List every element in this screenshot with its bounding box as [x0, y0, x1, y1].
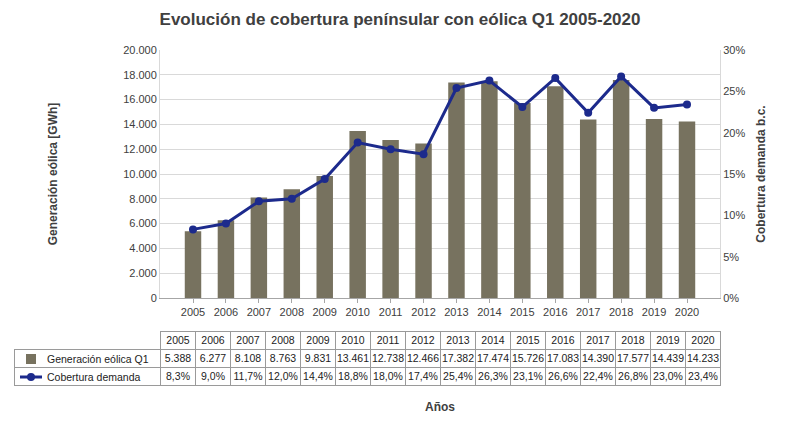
html-text:2016: 2016 — [551, 334, 575, 346]
html-text:8.108: 8.108 — [234, 352, 262, 364]
html-text:2018: 2018 — [621, 334, 645, 346]
svg-text:2014: 2014 — [477, 306, 501, 318]
svg-text:18.000: 18.000 — [123, 69, 157, 81]
html-text:2005: 2005 — [166, 334, 190, 346]
html-text:Años: Años — [425, 400, 455, 414]
svg-text:2019: 2019 — [642, 306, 666, 318]
html-text:6.277: 6.277 — [199, 352, 227, 364]
html-text:9,0%: 9,0% — [201, 370, 225, 382]
svg-text:2013: 2013 — [444, 306, 468, 318]
svg-text:6.000: 6.000 — [129, 217, 157, 229]
svg-text:Evolución de cobertura penínsu: Evolución de cobertura penínsular con eó… — [160, 10, 641, 29]
html-text:22,4%: 22,4% — [583, 370, 613, 382]
html-text:Generación eólica Q1: Generación eólica Q1 — [47, 353, 149, 366]
svg-text:4.000: 4.000 — [129, 242, 157, 254]
svg-text:10%: 10% — [723, 209, 745, 221]
svg-text:Cobertura demanda b.c.: Cobertura demanda b.c. — [754, 105, 768, 242]
svg-text:2018: 2018 — [609, 306, 633, 318]
html-text:23,4%: 23,4% — [688, 370, 718, 382]
html-text:17,4%: 17,4% — [408, 370, 438, 382]
svg-text:0: 0 — [151, 292, 157, 304]
svg-text:2017: 2017 — [576, 306, 600, 318]
svg-text:5%: 5% — [723, 251, 739, 263]
svg-text:2012: 2012 — [411, 306, 435, 318]
svg-text:2.000: 2.000 — [129, 267, 157, 279]
html-text:2014: 2014 — [481, 334, 505, 346]
html-text:2012: 2012 — [411, 334, 435, 346]
svg-text:10.000: 10.000 — [123, 168, 157, 180]
svg-text:Generación eólica [GWh]: Generación eólica [GWh] — [46, 103, 60, 246]
html-text:26,8%: 26,8% — [618, 370, 648, 382]
html-text:18,0%: 18,0% — [373, 370, 403, 382]
html-text:2017: 2017 — [586, 334, 610, 346]
html-text:8.763: 8.763 — [269, 352, 297, 364]
html-text:2006: 2006 — [201, 334, 225, 346]
svg-text:20.000: 20.000 — [123, 44, 157, 56]
svg-text:2015: 2015 — [510, 306, 534, 318]
svg-text:0%: 0% — [723, 292, 739, 304]
html-text:18,8%: 18,8% — [338, 370, 368, 382]
svg-text:14.000: 14.000 — [123, 118, 157, 130]
html-text:23,1%: 23,1% — [513, 370, 543, 382]
html-text:14,4%: 14,4% — [303, 370, 333, 382]
svg-text:2016: 2016 — [543, 306, 567, 318]
svg-text:2005: 2005 — [181, 306, 205, 318]
html-text:8,3%: 8,3% — [166, 370, 190, 382]
html-text:2019: 2019 — [656, 334, 680, 346]
svg-text:12.000: 12.000 — [123, 143, 157, 155]
html-text:2008: 2008 — [271, 334, 295, 346]
svg-text:15%: 15% — [723, 168, 745, 180]
html-text:Cobertura demanda: Cobertura demanda — [47, 371, 141, 384]
svg-text:25%: 25% — [723, 85, 745, 97]
html-text:23,0%: 23,0% — [653, 370, 683, 382]
html-text:2007: 2007 — [236, 334, 260, 346]
html-text:11,7%: 11,7% — [233, 370, 263, 382]
html-text:2013: 2013 — [446, 334, 470, 346]
html-text:2011: 2011 — [376, 334, 400, 346]
html-text:25,4%: 25,4% — [443, 370, 473, 382]
html-text:2010: 2010 — [341, 334, 365, 346]
svg-text:2011: 2011 — [379, 306, 403, 318]
svg-text:2007: 2007 — [247, 306, 271, 318]
svg-text:2020: 2020 — [675, 306, 699, 318]
svg-text:8.000: 8.000 — [129, 193, 157, 205]
svg-text:30%: 30% — [723, 44, 745, 56]
svg-text:20%: 20% — [723, 127, 745, 139]
html-text:2015: 2015 — [516, 334, 540, 346]
svg-text:2006: 2006 — [214, 306, 238, 318]
html-text:5.388: 5.388 — [164, 352, 192, 364]
html-text:2009: 2009 — [306, 334, 330, 346]
svg-text:2010: 2010 — [345, 306, 369, 318]
svg-text:2009: 2009 — [312, 306, 336, 318]
html-text:12,0%: 12,0% — [268, 370, 298, 382]
html-text:26,3%: 26,3% — [478, 370, 508, 382]
html-text:2020: 2020 — [691, 334, 715, 346]
html-text:26,6%: 26,6% — [548, 370, 578, 382]
svg-text:2008: 2008 — [280, 306, 304, 318]
svg-text:16.000: 16.000 — [123, 93, 157, 105]
html-text:9.831 13.461 12.738 12.466 17.: 9.831 13.461 12.738 12.466 17.382 17.474… — [304, 352, 720, 364]
